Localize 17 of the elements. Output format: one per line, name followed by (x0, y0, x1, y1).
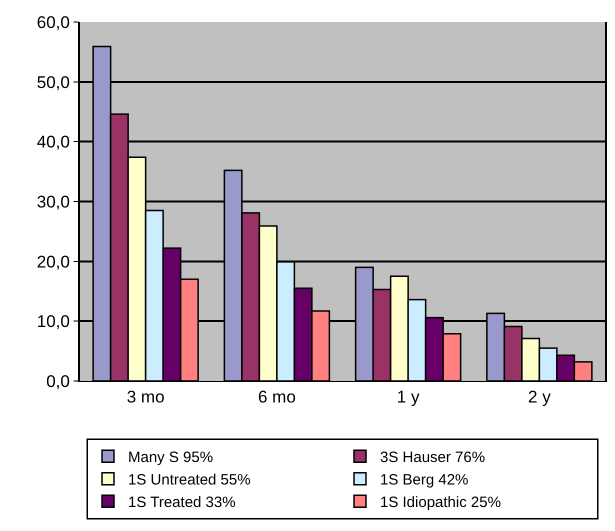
y-tick-label: 50,0 (36, 72, 70, 92)
y-tick-label: 20,0 (36, 252, 70, 272)
y-tick-label: 0,0 (46, 372, 70, 391)
x-tick-label: 6 mo (258, 387, 296, 406)
x-tick-label: 1 y (396, 387, 420, 406)
y-tick-label: 10,0 (36, 312, 70, 332)
legend-label: 1S Treated 33% (128, 494, 236, 512)
legend-label: 1S Idiopathic 25% (380, 494, 501, 512)
legend-label: 3S Hauser 76% (380, 449, 486, 466)
x-tick-label: 3 mo (126, 387, 165, 406)
x-tick-label: 2 y (528, 387, 552, 406)
y-tick-label: 30,0 (36, 192, 70, 212)
legend-label: 1S Berg 42% (380, 472, 468, 489)
y-tick-label: 60,0 (36, 12, 70, 32)
legend-label: 1S Untreated 55% (128, 472, 251, 489)
legend-label: Many S 95% (128, 449, 214, 466)
y-tick-label: 40,0 (36, 132, 70, 152)
